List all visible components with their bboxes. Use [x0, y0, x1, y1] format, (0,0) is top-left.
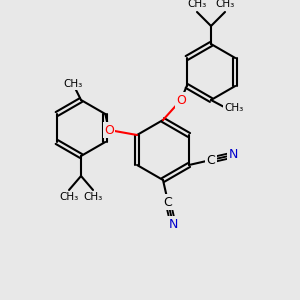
Text: CH₃: CH₃: [63, 79, 82, 89]
Text: CH₃: CH₃: [224, 103, 244, 113]
Text: N: N: [228, 148, 238, 161]
Text: C: C: [207, 154, 215, 166]
Text: N: N: [168, 218, 178, 230]
Text: CH₃: CH₃: [188, 0, 207, 9]
Text: O: O: [176, 94, 186, 106]
Text: C: C: [164, 196, 172, 208]
Text: CH₃: CH₃: [59, 192, 79, 202]
Text: O: O: [104, 124, 114, 136]
Text: CH₃: CH₃: [215, 0, 235, 9]
Text: CH₃: CH₃: [83, 192, 103, 202]
